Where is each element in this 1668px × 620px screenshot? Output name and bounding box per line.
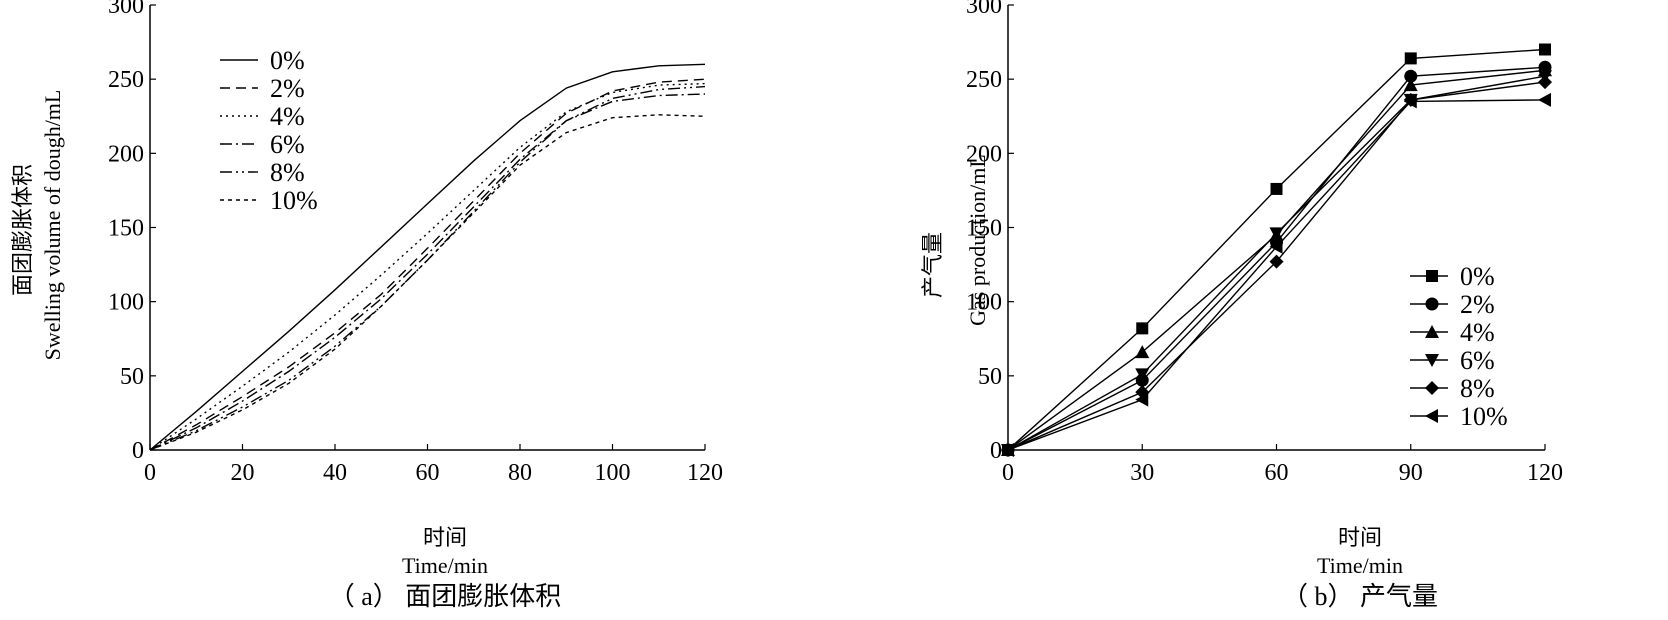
- panel-a-y-tick-label: 200: [108, 141, 144, 167]
- panel-b-legend-label: 6%: [1460, 346, 1495, 375]
- panel-a-legend: 0%2%4%6%8%10%: [220, 46, 318, 215]
- panel-a-series-line-1: [149, 78, 706, 451]
- panel-b-data-point: [1269, 239, 1283, 254]
- panel-b-data-point: [1270, 182, 1283, 195]
- panel-b-x-label-cn: 时间: [1338, 525, 1382, 550]
- panel-b-x-tick-label: 30: [1130, 460, 1154, 486]
- panel-b-x-label-en: Time/min: [1317, 553, 1403, 578]
- panel-a-x-tick-label: 120: [687, 460, 723, 486]
- panel-a-x-tick-label: 100: [595, 460, 631, 486]
- panel-a-series-line-2: [149, 82, 706, 451]
- panel-b-data-point: [1269, 254, 1284, 269]
- panel-a-legend-label: 4%: [270, 102, 305, 131]
- panel-b-legend-label: 4%: [1460, 318, 1495, 347]
- panel-b-data-point: [1269, 227, 1284, 241]
- panel-b-y-tick-label: 0: [990, 438, 1002, 464]
- panel-b-data-point: [1539, 43, 1551, 56]
- panel-b-data-point: [1403, 94, 1417, 109]
- panel-b-y-tick-label: 150: [966, 216, 1002, 242]
- panel-a-axes: 0 20 40 60 80 100 120 0 50 100 150 200 250 300: [108, 0, 723, 486]
- panel-b-legend: 0%2%4%6%8%10%: [1410, 262, 1508, 431]
- panel-a-legend-label: 2%: [270, 74, 305, 103]
- panel-b-caption: （ b） 产气量: [1282, 582, 1438, 611]
- panel-a-x-tick-label: 20: [231, 460, 255, 486]
- panel-b-legend-label: 0%: [1460, 262, 1495, 291]
- panel-b-legend-marker: [1426, 270, 1438, 282]
- panel-a-legend-label: 0%: [270, 46, 305, 75]
- panel-b-data-point: [1403, 78, 1418, 92]
- panel-b-y-tick-label: 50: [978, 364, 1002, 390]
- panel-b-legend-label: 2%: [1460, 290, 1495, 319]
- panel-b-x-tick-label: 120: [1527, 460, 1563, 486]
- panel-a-series-line-0: [149, 63, 706, 451]
- panel-a-x-label-en: Time/min: [402, 553, 488, 578]
- panel-b-data-point: [1136, 322, 1149, 335]
- panel-a-legend-label: 8%: [270, 158, 305, 187]
- panel-a-x-tick-label: 80: [508, 460, 532, 486]
- panel-a-legend-label: 6%: [270, 130, 305, 159]
- panel-b-y-tick-label: 200: [966, 141, 1002, 167]
- panel-b-x-tick-label: 90: [1399, 460, 1423, 486]
- panel-b-y-tick-label: 250: [966, 67, 1002, 93]
- panel-a-y-tick-label: 50: [120, 364, 144, 390]
- panel-b-y-tick-label: 100: [966, 290, 1002, 316]
- panel-a-x-label-cn: 时间: [423, 525, 467, 550]
- panel-a-caption: （ a） 面团膨胀体积: [329, 582, 562, 611]
- panel-a-series-line-3: [149, 93, 706, 451]
- panel-a-y-label-en: Swelling volume of dough/mL: [40, 90, 65, 361]
- panel-b-y-label-en: Gas production/mL: [965, 154, 990, 326]
- panel-b-data-point: [1135, 368, 1150, 382]
- panel-a-x-tick-label: 0: [144, 460, 156, 486]
- panel-b-data-point: [1001, 443, 1014, 457]
- panel-a-y-tick-label: 300: [108, 0, 144, 19]
- panel-a-y-label-cn: 面团膨胀体积: [10, 164, 35, 296]
- panel-b-data-point: [1538, 92, 1551, 107]
- panel-b-legend-label: 10%: [1460, 402, 1508, 431]
- panel-a-y-tick-label: 150: [108, 216, 144, 242]
- panel-a-chart: 0 20 40 60 80 100 120 0 50 100 150 200 250 300 0%2%4%…: [10, 0, 723, 611]
- panel-a-y-tick-label: 100: [108, 290, 144, 316]
- panel-b-legend-marker: [1425, 381, 1439, 395]
- panel-b-series: [1001, 43, 1552, 457]
- panel-b-data-point: [1538, 75, 1552, 90]
- panel-b-legend-marker: [1425, 409, 1438, 423]
- panel-b-data-point: [1404, 69, 1418, 83]
- panel-a-y-tick-label: 0: [132, 438, 144, 464]
- panel-b-x-tick-label: 60: [1265, 460, 1289, 486]
- panel-a-x-tick-label: 60: [416, 460, 440, 486]
- panel-b-data-point: [1404, 52, 1417, 65]
- panel-b-legend-label: 8%: [1460, 374, 1495, 403]
- panel-b-legend-marker: [1425, 354, 1439, 367]
- panel-b-y-label-cn: 产气量: [920, 232, 945, 298]
- panel-b-legend-marker: [1425, 297, 1439, 311]
- panel-b-x-tick-label: 0: [1002, 460, 1014, 486]
- panel-a-series-line-5: [149, 114, 706, 451]
- panel-a-x-tick-label: 40: [323, 460, 347, 486]
- panel-a-series: [149, 63, 706, 451]
- panel-a-legend-label: 10%: [270, 186, 318, 215]
- panel-b-data-point: [1135, 345, 1150, 359]
- panel-b-y-tick-label: 300: [966, 0, 1002, 19]
- panel-b-legend-marker: [1425, 325, 1439, 338]
- panel-b-data-point: [1135, 392, 1149, 407]
- panel-b-chart: 0 30 60 90 120 0 50 100 150 200 250 300 0%2%4%6%8%1…: [920, 0, 1563, 611]
- panel-a-y-tick-label: 250: [108, 67, 144, 93]
- panel-a-series-line-4: [149, 85, 706, 451]
